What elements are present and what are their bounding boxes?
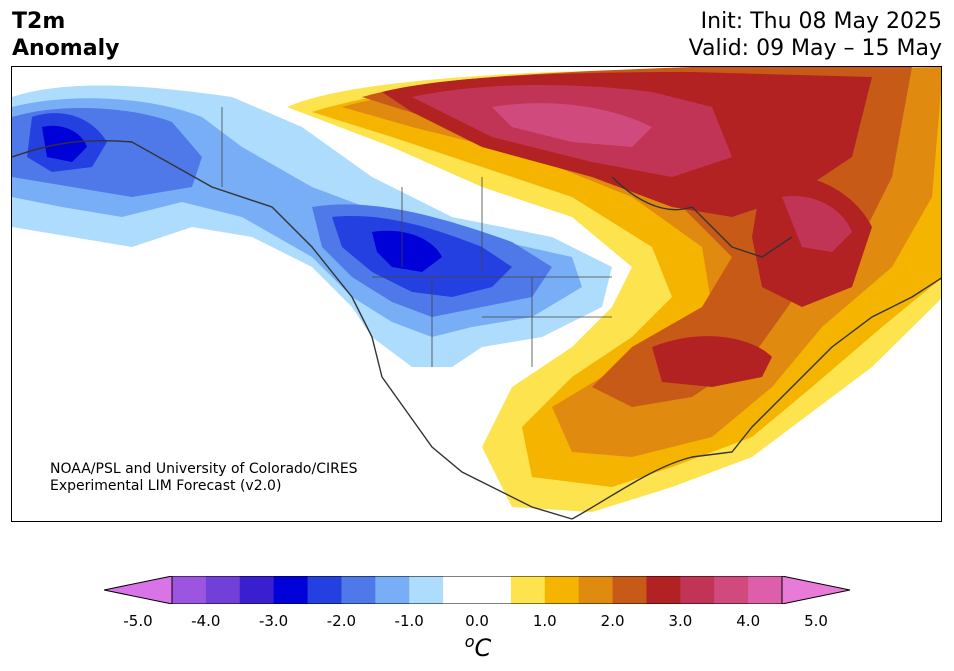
map-canvas xyxy=(12,67,941,520)
colorbar-segment xyxy=(578,576,614,604)
valid-range: Valid: 09 May – 15 May xyxy=(688,36,942,61)
units-label: oC xyxy=(465,632,492,662)
colorbar-over-arrow xyxy=(781,576,850,604)
credit-line-1: NOAA/PSL and University of Colorado/CIRE… xyxy=(50,461,358,477)
colorbar-segment xyxy=(748,576,783,604)
credit-line-2: Experimental LIM Forecast (v2.0) xyxy=(50,478,282,494)
colorbar-outline xyxy=(171,576,783,604)
title-line-2: Anomaly xyxy=(12,36,120,61)
colorbar-tick-label: 0.0 xyxy=(465,612,489,630)
colorbar-tick-label: -5.0 xyxy=(123,612,153,630)
init-date: Init: Thu 08 May 2025 xyxy=(700,9,942,34)
colorbar-under-arrow xyxy=(104,576,173,604)
colorbar-segment xyxy=(612,576,647,604)
colorbar-segment xyxy=(477,576,512,604)
colorbar-tick-label: -1.0 xyxy=(394,612,424,630)
colorbar-segment xyxy=(375,576,410,604)
colorbar-segment xyxy=(273,576,309,604)
colorbar-tick-label: 2.0 xyxy=(600,612,625,630)
colorbar-segment xyxy=(172,576,207,604)
colorbar-segment xyxy=(646,576,681,604)
colorbar-segment xyxy=(307,576,342,604)
colorbar-segment xyxy=(680,576,715,604)
units-letter: C xyxy=(474,634,492,662)
colorbar xyxy=(104,576,850,604)
colorbar-tick-label: 3.0 xyxy=(668,612,693,630)
colorbar-tick-label: -2.0 xyxy=(326,612,357,630)
colorbar-segment xyxy=(510,576,546,604)
map-title: T2m Anomaly xyxy=(12,8,119,62)
colorbar-segment xyxy=(714,576,749,604)
colorbar-tick-label: 5.0 xyxy=(804,612,828,630)
title-line-1: T2m xyxy=(12,9,66,34)
forecast-dates: Init: Thu 08 May 2025 Valid: 09 May – 15… xyxy=(689,8,942,62)
colorbar-segment xyxy=(544,576,580,604)
political-borders xyxy=(221,107,612,367)
colorbar-segments xyxy=(172,576,783,604)
colorbar-tick-label: -4.0 xyxy=(191,612,221,630)
colorbar-tick-label: 4.0 xyxy=(736,612,761,630)
degree-symbol: o xyxy=(464,632,475,651)
colorbar-segment xyxy=(443,576,478,604)
colorbar-tick-label: -3.0 xyxy=(258,612,289,630)
colorbar-segment xyxy=(341,576,376,604)
colorbar-segment xyxy=(239,576,275,604)
anomaly-map: NOAA/PSL and University of Colorado/CIRE… xyxy=(11,66,942,522)
colorbar-segment xyxy=(409,576,444,604)
colorbar-tick-label: 1.0 xyxy=(532,612,557,630)
credit-note: NOAA/PSL and University of Colorado/CIRE… xyxy=(50,461,358,495)
coastlines xyxy=(12,139,941,520)
colorbar-segment xyxy=(205,576,241,604)
